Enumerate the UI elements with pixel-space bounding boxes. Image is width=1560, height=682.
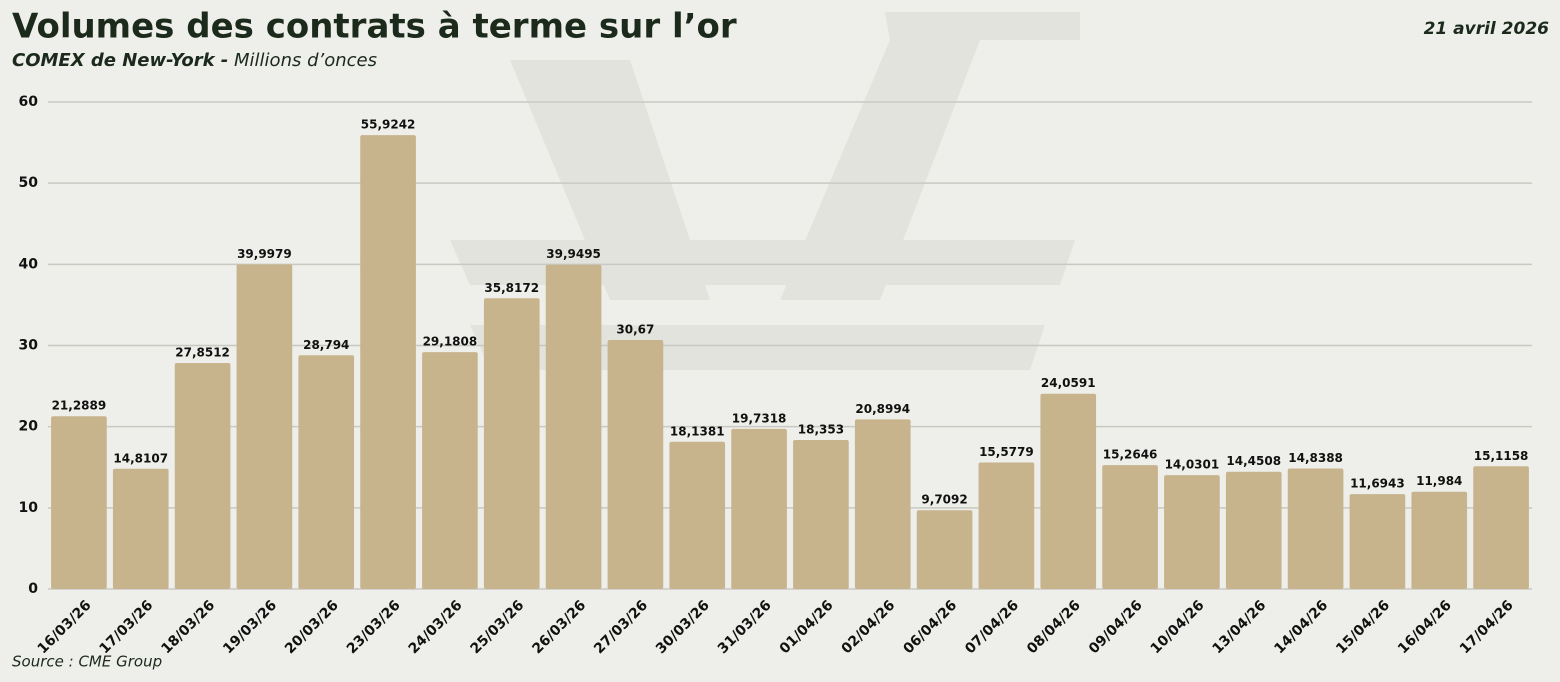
- value-label: 15,1158: [1474, 449, 1529, 463]
- value-label: 18,353: [798, 423, 844, 437]
- bar: [174, 362, 231, 589]
- source: Source : CME Group: [12, 653, 162, 671]
- bar: [854, 419, 911, 589]
- value-label: 15,5779: [979, 445, 1034, 459]
- bar: [1102, 465, 1158, 589]
- value-label: 21,2889: [52, 399, 107, 413]
- value-label: 11,984: [1416, 474, 1462, 488]
- bar: [1040, 393, 1097, 589]
- value-label: 14,8107: [113, 451, 168, 465]
- bar: [422, 352, 478, 589]
- value-label: 11,6943: [1350, 477, 1405, 491]
- chart-subtitle: COMEX de New-York - Millions d’onces: [12, 50, 377, 71]
- bar: [1349, 494, 1406, 589]
- y-tick-label: 60: [19, 94, 39, 110]
- bar: [112, 468, 169, 589]
- value-label: 14,8388: [1288, 451, 1343, 465]
- y-tick-label: 10: [19, 500, 39, 516]
- y-tick-label: 50: [19, 175, 39, 191]
- watermark: [450, 12, 1080, 370]
- bar: [1164, 475, 1220, 589]
- bar: [51, 416, 107, 589]
- unit: Millions d’onces: [234, 50, 377, 71]
- bar: [298, 355, 355, 589]
- y-tick-label: 0: [28, 581, 38, 597]
- value-label: 30,67: [616, 323, 654, 337]
- bar: [1225, 471, 1282, 589]
- bar: [360, 135, 416, 589]
- value-label: 20,8994: [855, 402, 910, 416]
- value-label: 19,7318: [732, 411, 787, 425]
- bar: [978, 462, 1035, 589]
- date: 21 avril 2026: [1424, 19, 1550, 39]
- value-label: 14,4508: [1226, 454, 1281, 468]
- bar: [669, 441, 726, 589]
- bar: [1473, 466, 1529, 589]
- value-label: 39,9979: [237, 247, 292, 261]
- value-label: 18,1381: [670, 424, 725, 438]
- bar: [1411, 491, 1468, 589]
- bar: [483, 298, 540, 589]
- value-label: 15,2646: [1103, 448, 1158, 462]
- bar: [916, 510, 973, 589]
- value-label: 28,794: [303, 338, 349, 352]
- bar: [545, 264, 602, 589]
- bar: [793, 440, 849, 589]
- value-label: 27,8512: [175, 345, 230, 359]
- value-label: 55,9242: [361, 118, 416, 132]
- bar: [731, 428, 787, 589]
- value-label: 35,8172: [484, 281, 539, 295]
- value-label: 29,1808: [423, 335, 478, 349]
- y-tick-label: 20: [19, 419, 39, 435]
- value-label: 39,9495: [546, 247, 601, 261]
- chart-title: Volumes des contrats à terme sur l’or: [12, 7, 737, 47]
- value-label: 14,0301: [1165, 458, 1220, 472]
- bar: [236, 264, 293, 589]
- value-label: 9,7092: [921, 493, 967, 507]
- bar: [607, 340, 664, 589]
- bar: [1287, 468, 1344, 589]
- value-label: 24,0591: [1041, 376, 1096, 390]
- y-tick-label: 30: [19, 338, 39, 354]
- subtitle: COMEX de New-York -: [12, 50, 228, 71]
- y-tick-label: 40: [19, 256, 39, 272]
